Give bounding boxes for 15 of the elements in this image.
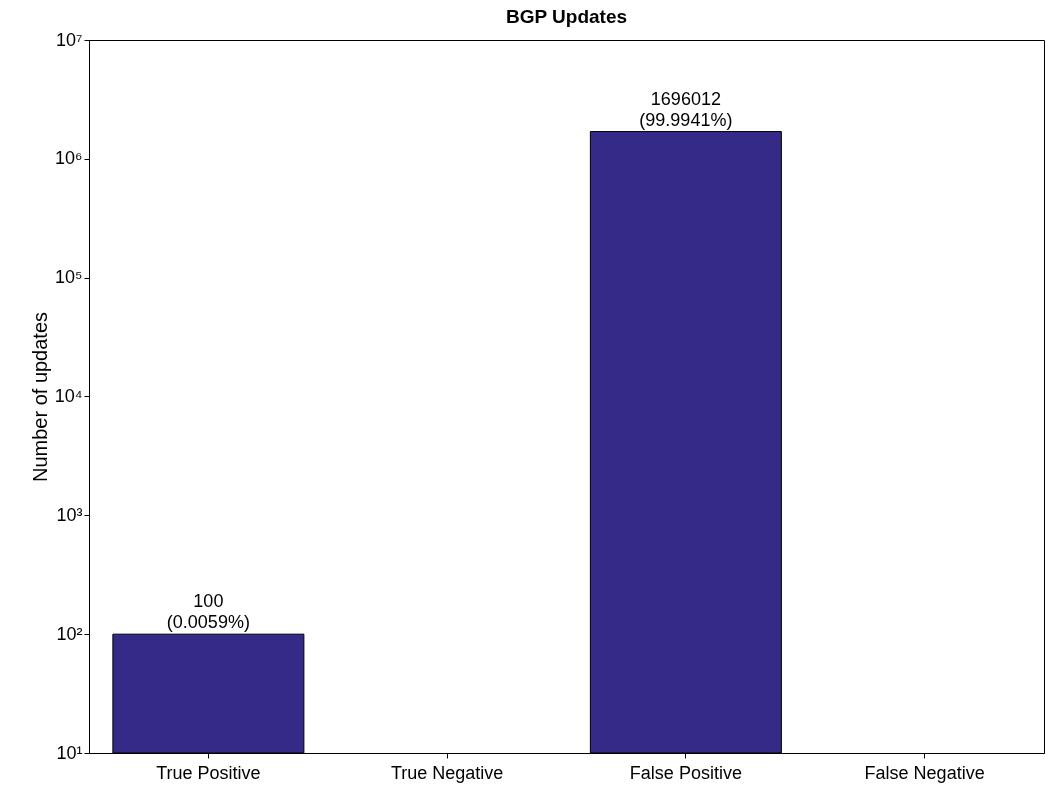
x-tick-label: True Negative <box>390 762 504 783</box>
y-tick-label: 10⁷ <box>55 29 83 50</box>
y-tick-label: 10⁴ <box>54 386 83 406</box>
y-tick-label: 10³ <box>56 504 83 525</box>
y-tick-label: 10² <box>56 623 83 644</box>
data-label: 1696012 (99.9941%) <box>639 88 733 130</box>
y-tick-label: 10¹ <box>56 742 83 763</box>
chart-title: BGP Updates <box>505 6 628 27</box>
y-axis-title: Number of updates <box>28 311 51 483</box>
y-tick-label: 10⁶ <box>55 148 83 169</box>
y-tick-label: 10⁵ <box>55 267 83 288</box>
data-label: 100 (0.0059%) <box>166 591 250 633</box>
x-tick-label: False Negative <box>864 762 985 783</box>
x-tick-label: False Positive <box>629 762 742 783</box>
x-tick-label: True Positive <box>156 762 261 783</box>
